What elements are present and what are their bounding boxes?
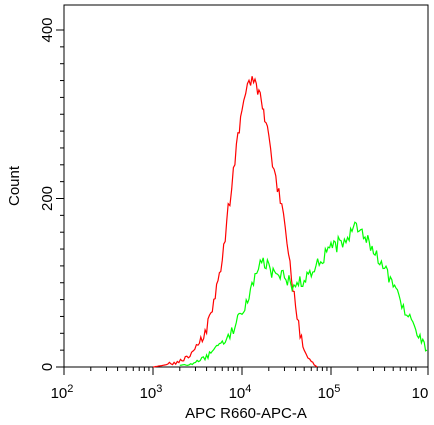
- y-tick-label: 400: [39, 17, 56, 42]
- x-tick-label: 103: [140, 383, 163, 402]
- x-tick-label: 104: [229, 383, 252, 402]
- x-axis-title: APC R660-APC-A: [185, 405, 307, 422]
- axis-ticks: [56, 29, 429, 375]
- tick-labels: 102 103 104 105 10 0 200 400: [39, 17, 428, 402]
- y-axis-title: Count: [6, 165, 23, 206]
- series-green-line: [179, 221, 428, 367]
- x-tick-label: 105: [318, 383, 341, 402]
- x-tick-label: 102: [51, 383, 74, 402]
- x-tick-label: 10: [412, 385, 429, 402]
- y-tick-label: 0: [39, 363, 56, 371]
- y-tick-label: 200: [39, 186, 56, 211]
- series-red-line: [152, 76, 318, 368]
- plot-frame: [63, 4, 429, 368]
- data-series: [152, 76, 428, 368]
